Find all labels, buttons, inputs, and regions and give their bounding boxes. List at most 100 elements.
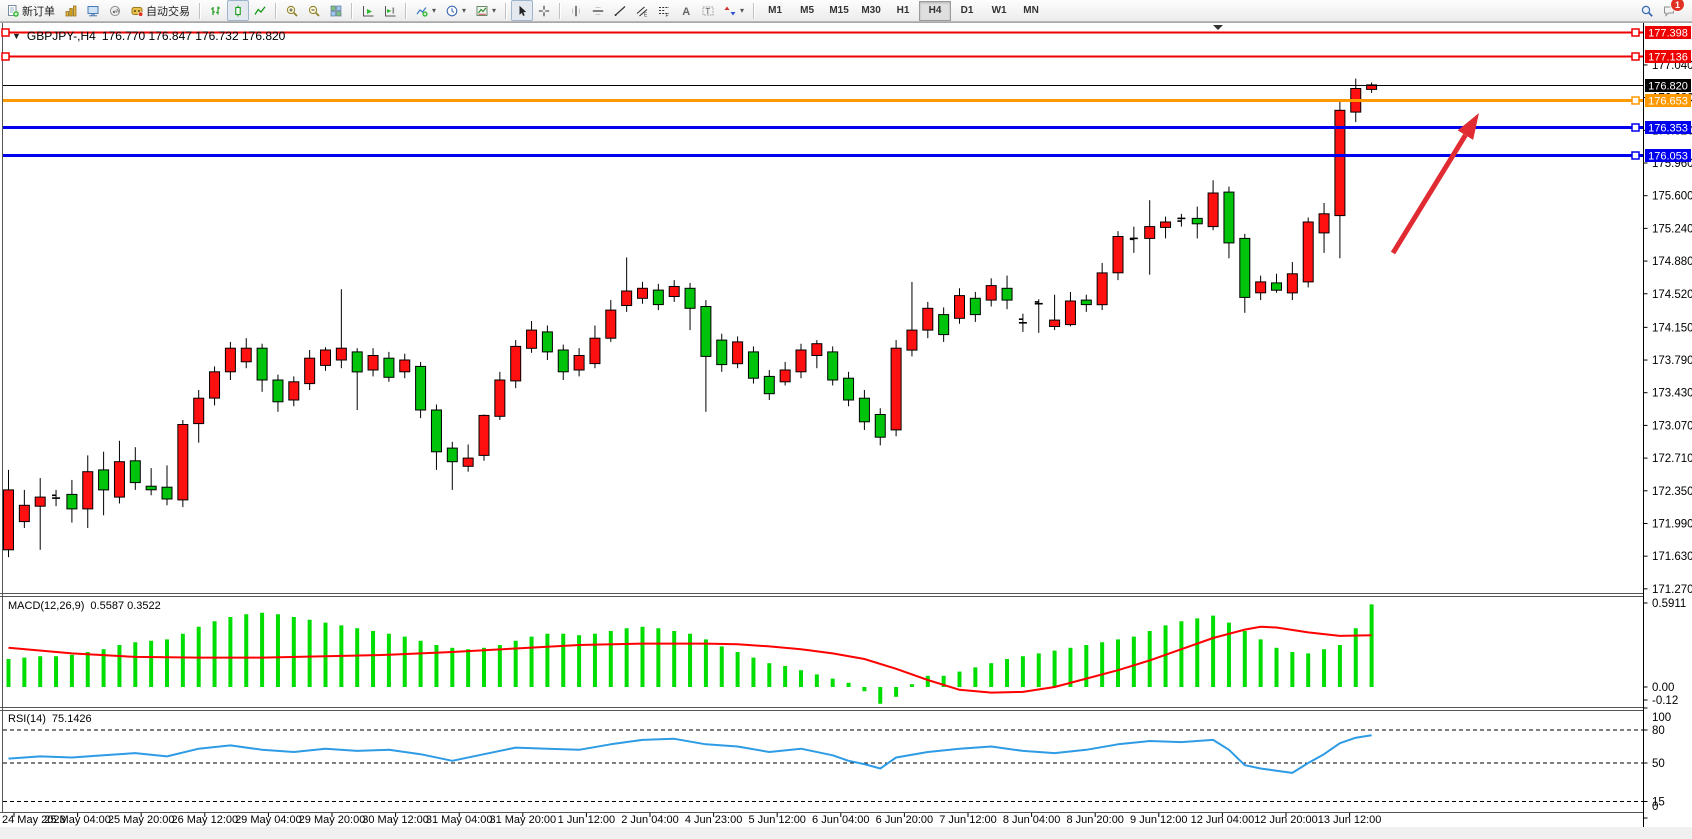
toolbar-separator (753, 2, 756, 19)
fibonacci-icon: F (658, 5, 670, 17)
auto-trading-button-label: 自动交易 (146, 5, 190, 18)
time-label: 29 May 20:00 (299, 814, 366, 826)
periods-button[interactable]: ▾ (441, 0, 471, 21)
tile-windows-button[interactable] (325, 0, 347, 21)
price-label-text: 176.820 (1648, 81, 1688, 93)
search-button[interactable] (1636, 0, 1658, 21)
price-label-text: 176.053 (1648, 151, 1688, 163)
time-label: 9 Jun 12:00 (1130, 814, 1188, 826)
text-button[interactable]: A (675, 0, 697, 21)
timeframe-m5-button[interactable]: M5 (800, 5, 815, 16)
crosshair-button[interactable] (533, 0, 555, 21)
price-label-text: 176.353 (1648, 123, 1688, 135)
time-label: 6 Jun 20:00 (876, 814, 934, 826)
svg-text:0.00: 0.00 (1652, 682, 1674, 694)
trendline-icon (614, 5, 626, 17)
price-label-box (1645, 149, 1691, 162)
price-label-box (1645, 79, 1691, 92)
chat-unread-badge: 1 (1670, 0, 1685, 12)
signals-button[interactable] (104, 0, 126, 21)
time-label: 31 May 20:00 (489, 814, 556, 826)
indicators-button[interactable]: ▾ (411, 0, 441, 21)
arrows-button[interactable]: ▾ (719, 0, 749, 21)
vline-button[interactable] (565, 0, 587, 21)
label-icon: T (702, 5, 714, 17)
terminal-button[interactable] (82, 0, 104, 21)
zoom-in-button[interactable] (281, 0, 303, 21)
timeframe-m30-button[interactable]: M30 (861, 5, 881, 16)
svg-text:-0.12: -0.12 (1652, 695, 1678, 707)
price-label-text: 176.653 (1648, 96, 1688, 108)
line-chart-button[interactable] (249, 0, 271, 21)
time-label: 24 May 2023 (2, 814, 66, 826)
svg-text:E: E (644, 12, 648, 17)
price-label-box (1645, 26, 1691, 39)
svg-text:173.790: 173.790 (1652, 355, 1692, 367)
chevron-down-icon: ▾ (492, 6, 497, 15)
auto-trading-icon (131, 5, 143, 17)
cursor-button[interactable] (511, 0, 534, 21)
time-label: 6 Jun 04:00 (812, 814, 870, 826)
arrow-annotation[interactable] (1390, 113, 1479, 255)
chat-button[interactable]: 1 (1658, 0, 1685, 21)
time-label: 25 May 20:00 (108, 814, 175, 826)
price-label-box (1645, 94, 1691, 107)
template-icon (476, 5, 488, 17)
channel-button[interactable]: E (631, 0, 653, 21)
svg-text:173.430: 173.430 (1652, 388, 1692, 400)
chart-shift-marker-icon[interactable] (1213, 25, 1223, 30)
templates-button[interactable]: ▾ (471, 0, 501, 21)
auto-scroll-button[interactable] (357, 0, 379, 21)
macd-indicator-values: 0.5587 0.3522 (90, 600, 161, 612)
vline-icon (570, 5, 582, 17)
svg-text:171.990: 171.990 (1652, 518, 1692, 530)
crosshair-icon (538, 5, 550, 17)
toolbar-separator (505, 2, 508, 19)
chart-title: ▼ GBPJPY-,H4 176.770 176.847 176.732 176… (12, 29, 285, 43)
clock-icon (446, 5, 458, 17)
candlestick-button[interactable] (227, 0, 249, 21)
rsi-indicator-name: RSI(14) (8, 713, 46, 725)
timeframe-h4-button[interactable]: H4 (919, 0, 952, 21)
macd-indicator-name: MACD(12,26,9) (8, 600, 85, 612)
market-watch-button[interactable] (60, 0, 82, 21)
hline-button[interactable] (587, 0, 609, 21)
time-label: 13 Jun 12:00 (1318, 814, 1382, 826)
signal-icon (109, 5, 121, 17)
timeframe-d1-button[interactable]: D1 (960, 5, 974, 16)
fibonacci-button[interactable]: F (653, 0, 675, 21)
auto-scroll-icon (362, 5, 374, 17)
timeframe-h1-button[interactable]: H1 (896, 5, 910, 16)
svg-text:175.240: 175.240 (1652, 223, 1692, 235)
timeframe-w1-button[interactable]: W1 (991, 5, 1007, 16)
horizontal-lines[interactable]: 177.398 177.136 176.820 176.653 176.353 176.0… (1, 26, 1691, 163)
terminal-icon (87, 5, 99, 17)
hline-icon (592, 5, 604, 17)
timeframe-m1-button[interactable]: M1 (768, 5, 783, 16)
zoom-out-icon (308, 5, 320, 17)
chart-symbol-timeframe: GBPJPY-,H4 (26, 29, 96, 43)
collapse-triangle-icon[interactable]: ▼ (12, 31, 21, 41)
svg-text:172.710: 172.710 (1652, 453, 1692, 465)
svg-text:0.5911: 0.5911 (1652, 598, 1686, 610)
auto-trading-button[interactable]: 自动交易 (126, 0, 195, 21)
timeframe-mn-button[interactable]: MN (1023, 5, 1039, 16)
zoom-out-button[interactable] (303, 0, 325, 21)
bar-chart-button[interactable] (205, 0, 227, 21)
trendline-button[interactable] (609, 0, 631, 21)
candlestick-icon (232, 5, 244, 17)
price-label-box (1645, 50, 1691, 63)
svg-text:15: 15 (1652, 797, 1665, 809)
bottom-strip (0, 827, 1692, 839)
svg-text:172.350: 172.350 (1652, 486, 1692, 498)
svg-text:F: F (666, 13, 669, 17)
new-order-button[interactable]: 新订单 (2, 0, 60, 21)
svg-text:100: 100 (1652, 712, 1671, 724)
timeframe-m15-button[interactable]: M15 (829, 5, 849, 16)
label-button[interactable]: T (697, 0, 719, 21)
svg-text:175.600: 175.600 (1652, 191, 1692, 203)
chart-shift-button[interactable] (379, 0, 401, 21)
svg-text:174.150: 174.150 (1652, 322, 1692, 334)
